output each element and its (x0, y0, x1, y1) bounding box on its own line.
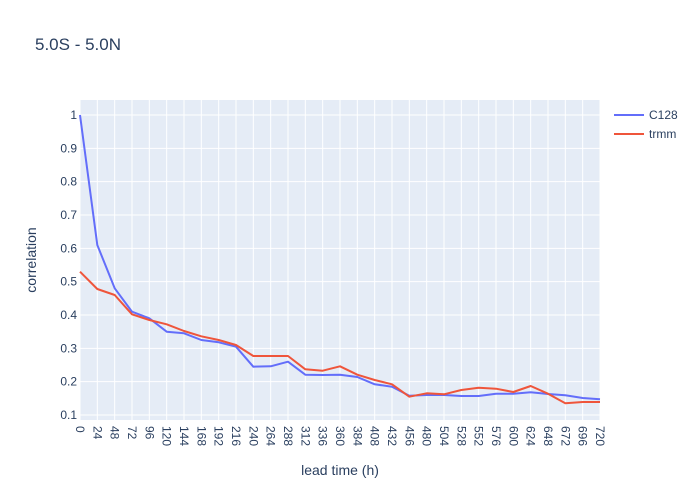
legend-label: C128 (649, 108, 678, 122)
x-tick-label: 552 (472, 426, 486, 446)
y-tick-label: 0.5 (60, 275, 77, 289)
x-tick-label: 0 (73, 426, 87, 433)
y-tick-label: 0.8 (60, 175, 77, 189)
x-tick-label: 384 (350, 426, 364, 446)
y-tick-label: 0.7 (60, 208, 77, 222)
y-tick-label: 0.2 (60, 375, 77, 389)
legend-item-trmm[interactable]: trmm (614, 127, 676, 141)
x-tick-label: 336 (316, 426, 330, 446)
legend-label: trmm (649, 127, 676, 141)
x-tick-label: 72 (125, 426, 139, 440)
x-tick-label: 24 (90, 426, 104, 440)
x-tick-label: 48 (108, 426, 122, 440)
x-tick-label: 576 (489, 426, 503, 446)
x-tick-label: 360 (333, 426, 347, 446)
x-tick-label: 624 (524, 426, 538, 446)
x-tick-label: 648 (541, 426, 555, 446)
x-tick-label: 240 (246, 426, 260, 446)
x-tick-label: 720 (593, 426, 607, 446)
x-tick-label: 504 (437, 426, 451, 446)
series-line-trmm (79, 270, 600, 405)
x-axis-ticks: 0 24 48 72 96 120 144 168 192 216 240 264 288 312 336 3… (73, 426, 607, 446)
x-tick-label: 600 (506, 426, 520, 446)
y-tick-label: 0.6 (60, 241, 77, 255)
x-tick-label: 696 (576, 426, 590, 446)
series-line-c128 (79, 114, 601, 401)
y-axis-ticks: 0.1 0.2 0.3 0.4 0.5 0.6 0.7 0.8 0.9 1 (60, 108, 77, 422)
x-tick-label: 216 (229, 426, 243, 446)
chart-title: 5.0S - 5.0N (35, 35, 121, 54)
x-tick-label: 480 (420, 426, 434, 446)
x-tick-label: 432 (385, 426, 399, 446)
x-tick-label: 264 (264, 426, 278, 446)
legend-item-c128[interactable]: C128 (614, 108, 678, 122)
y-tick-label: 0.1 (60, 408, 77, 422)
x-tick-label: 96 (142, 426, 156, 440)
series-lines (79, 114, 601, 405)
x-tick-label: 456 (402, 426, 416, 446)
y-tick-label: 1 (70, 108, 77, 122)
x-axis-title: lead time (h) (301, 462, 379, 478)
x-tick-label: 288 (281, 426, 295, 446)
y-tick-label: 0.9 (60, 141, 77, 155)
x-tick-label: 528 (454, 426, 468, 446)
x-tick-label: 672 (558, 426, 572, 446)
y-tick-label: 0.4 (60, 308, 77, 322)
x-tick-label: 312 (298, 426, 312, 446)
x-tick-label: 192 (212, 426, 226, 446)
y-tick-label: 0.3 (60, 341, 77, 355)
y-axis-title: correlation (23, 227, 39, 292)
x-tick-label: 120 (160, 426, 174, 446)
x-tick-label: 144 (177, 426, 191, 446)
legend[interactable]: C128 trmm (614, 108, 678, 141)
x-tick-label: 168 (194, 426, 208, 446)
x-tick-label: 408 (368, 426, 382, 446)
